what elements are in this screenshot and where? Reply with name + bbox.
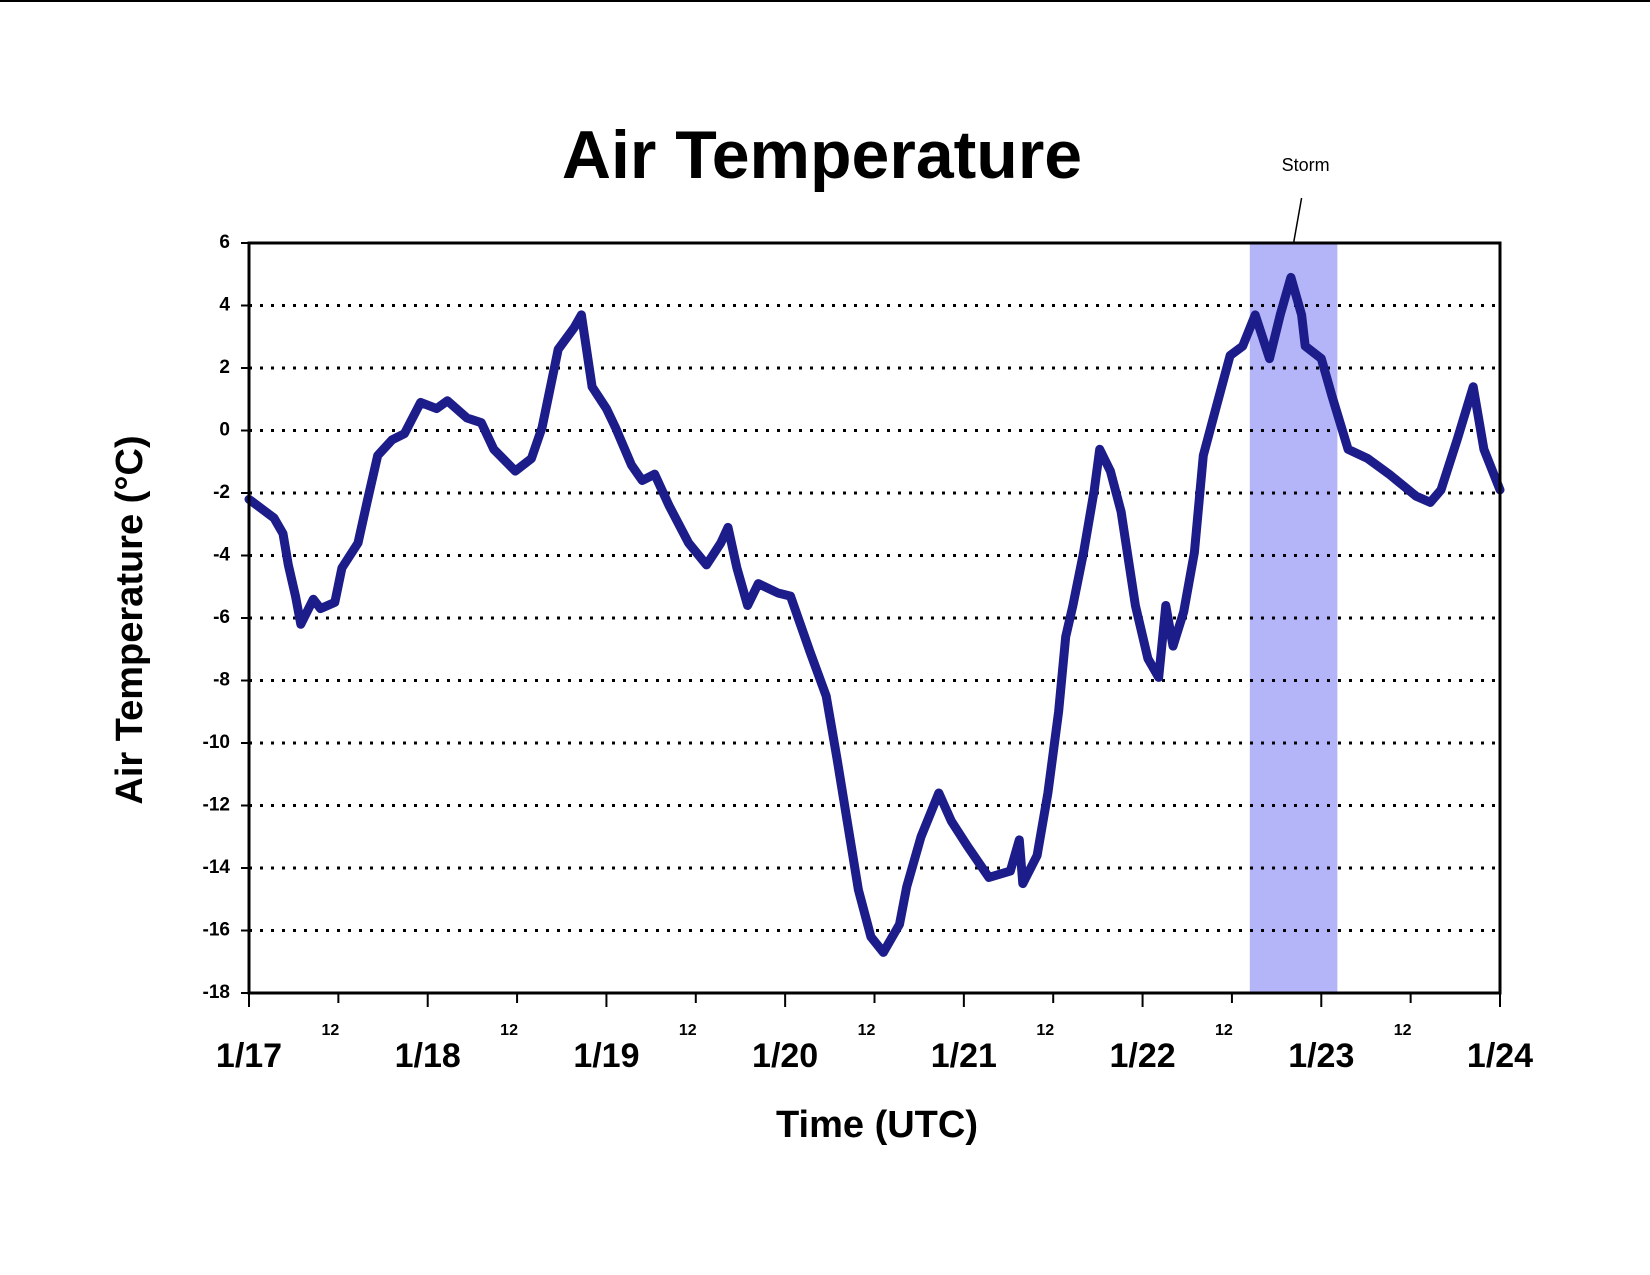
x-minor-tick-label: 12 xyxy=(321,1022,339,1039)
x-tick-label: 1/24 xyxy=(1467,1037,1533,1075)
x-minor-tick-label: 12 xyxy=(858,1022,876,1039)
x-tick-label: 1/20 xyxy=(752,1037,818,1075)
y-tick-label: -12 xyxy=(203,795,230,816)
x-tick-label: 1/17 xyxy=(216,1037,282,1075)
y-tick-label: -4 xyxy=(213,545,230,566)
x-tick-label: 1/18 xyxy=(395,1037,461,1075)
storm-label: Storm xyxy=(1282,155,1330,175)
y-tick-label: 6 xyxy=(219,232,230,253)
x-tick-label: 1/22 xyxy=(1109,1037,1175,1075)
x-tick-label: 1/21 xyxy=(931,1037,997,1075)
x-tick-label: 1/19 xyxy=(573,1037,639,1075)
x-minor-tick-label: 12 xyxy=(679,1022,697,1039)
storm-leader xyxy=(1292,197,1303,244)
x-minor-tick-label: 12 xyxy=(500,1022,518,1039)
y-tick-label: -10 xyxy=(203,732,230,753)
y-tick-label: 4 xyxy=(219,295,230,316)
x-axis-title: Time (UTC) xyxy=(776,1104,978,1146)
y-tick-label: -14 xyxy=(203,857,231,878)
y-tick-label: 0 xyxy=(219,420,230,441)
y-tick-label: 2 xyxy=(219,357,230,378)
y-tick-label: -2 xyxy=(213,482,230,503)
x-minor-tick-label: 12 xyxy=(1215,1022,1233,1039)
y-tick-label: -8 xyxy=(213,670,230,691)
temperature-line xyxy=(244,272,1505,957)
chart-title: Air Temperature xyxy=(562,117,1082,193)
y-tick-label: -18 xyxy=(203,982,230,1003)
x-minor-tick-label: 12 xyxy=(1394,1022,1412,1039)
y-tick-label: -6 xyxy=(213,607,230,628)
x-tick-label: 1/23 xyxy=(1288,1037,1354,1075)
y-tick-label: -16 xyxy=(203,920,230,941)
plot-frame xyxy=(247,241,1502,995)
y-axis-title: Air Temperature (°C) xyxy=(109,435,151,804)
x-minor-tick-label: 12 xyxy=(1036,1022,1054,1039)
